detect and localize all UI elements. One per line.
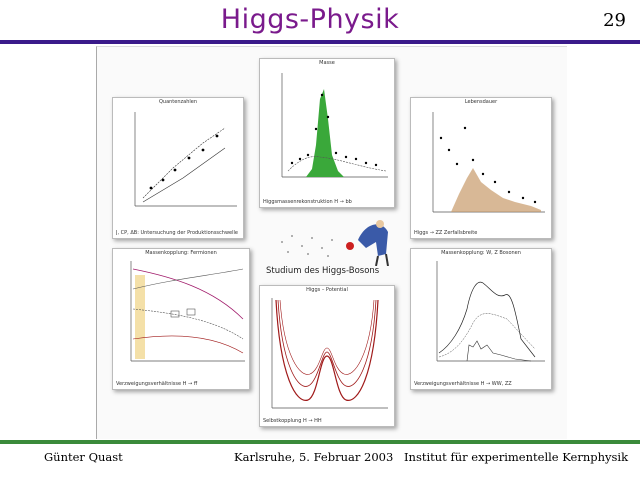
page-number: 29 — [603, 10, 626, 31]
slide-title: Higgs-Physik — [220, 4, 400, 35]
lifetime-plot — [432, 112, 545, 213]
title-rule — [0, 40, 640, 44]
footer-place-date: Karlsruhe, 5. Februar 2003 — [234, 450, 394, 464]
panel-caption: Verzweigungsverhältnisse H → ff̄ — [116, 381, 198, 387]
panel-title: Massenkopplung: W, Z Bosonen — [441, 250, 521, 256]
poster-center-label: Studium des Higgs-Bosons — [266, 266, 380, 276]
panel-title: Masse — [319, 60, 335, 66]
panel-quantenzahlen: Quantenzahlen J, CP, ΔΒ: Untersuchung de… — [112, 97, 244, 239]
footer-rule — [0, 440, 640, 444]
panel-title: Lebensdauer — [464, 99, 498, 105]
footer-institute: Institut für experimentelle Kernphysik — [404, 450, 629, 464]
panel-caption: Higgs → ZZ Zerfallsbreite — [414, 230, 478, 236]
panel-lebensdauer: Lebensdauer Higgs → ZZ Zerfallsbreite — [410, 97, 552, 239]
panel-caption: Verzweigungsverhältnisse H → WW, ZZ — [414, 381, 512, 387]
panel-caption: J, CP, ΔΒ: Untersuchung der Produktionss… — [116, 230, 238, 236]
panel-title: Massenkopplung: Fermionen — [145, 250, 217, 256]
panel-title: Higgs – Potential — [306, 287, 348, 293]
boson-coupling-plot — [436, 261, 545, 362]
panel-higgs-potential: Higgs – Potential Selbstkopplung H → HH — [259, 285, 395, 427]
panel-masse: Masse Higgsmassenrekonstruktion H → bb̄ — [259, 58, 395, 208]
mass-histogram — [281, 73, 388, 178]
panel-caption: Selbstkopplung H → HH — [263, 418, 322, 424]
higgs-potential-plot — [271, 298, 388, 409]
quantum-numbers-plot — [134, 112, 237, 207]
fermion-coupling-plot — [130, 261, 245, 362]
panel-title: Quantenzahlen — [158, 99, 198, 105]
footer-author: Günter Quast — [44, 450, 123, 464]
panel-massenkopplung-bosonen: Massenkopplung: W, Z Bosonen Verzweigung… — [410, 248, 552, 390]
panel-caption: Higgsmassenrekonstruktion H → bb̄ — [263, 199, 352, 205]
physicist-illustration — [281, 220, 389, 266]
panel-massenkopplung-fermionen: Massenkopplung: Fermionen Verzweigungsve… — [112, 248, 250, 390]
